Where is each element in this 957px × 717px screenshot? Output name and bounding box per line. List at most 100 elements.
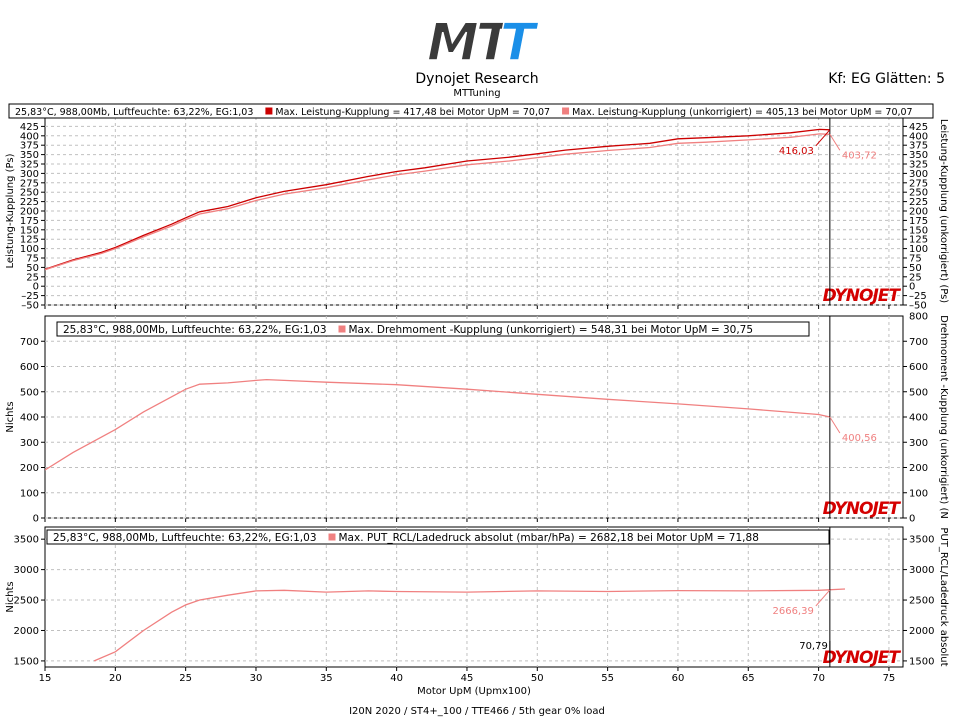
legend-entry: 25,83°C, 988,00Mb, Luftfeuchte: 63,22%, … bbox=[63, 324, 327, 336]
y-tick-label: 25 bbox=[26, 272, 39, 283]
y-tick-label: –25 bbox=[21, 291, 39, 302]
y-tick-label: 375 bbox=[20, 141, 39, 152]
x-tick-label: 20 bbox=[109, 673, 122, 684]
y-tick-label-right: 100 bbox=[909, 488, 928, 499]
y-tick-label-right: 125 bbox=[909, 235, 928, 246]
value-annotation: 416,03 bbox=[779, 146, 814, 157]
y-tick-label-right: 150 bbox=[909, 225, 928, 236]
series-line bbox=[93, 588, 846, 662]
y-tick-label: 500 bbox=[20, 387, 39, 398]
y-tick-label-right: 175 bbox=[909, 216, 928, 227]
y-tick-label-right: 300 bbox=[909, 438, 928, 449]
y-tick-label-right: –25 bbox=[909, 291, 927, 302]
y-tick-label-right: 3000 bbox=[909, 565, 934, 576]
y-tick-label: 275 bbox=[20, 178, 39, 189]
y-tick-label: 50 bbox=[26, 263, 39, 274]
y-tick-label-right: 0 bbox=[909, 282, 915, 293]
x-tick-label: 15 bbox=[39, 673, 52, 684]
legend-box bbox=[56, 321, 810, 337]
series-line bbox=[45, 133, 830, 271]
legend: 25,83°C, 988,00Mb, Luftfeuchte: 63,22%, … bbox=[46, 529, 830, 545]
y-tick-label-right: 375 bbox=[909, 141, 928, 152]
x-tick-label: 50 bbox=[531, 673, 544, 684]
legend-entry: Max. Leistung-Kupplung = 417,48 bei Moto… bbox=[275, 107, 550, 118]
y-tick-label-right: 2000 bbox=[909, 626, 934, 637]
y-axis-label: Nichts bbox=[5, 401, 16, 432]
value-annotation: 400,56 bbox=[842, 433, 877, 444]
x-tick-label: 60 bbox=[672, 673, 685, 684]
smoothing-label: Kf: EG Glätten: 5 bbox=[828, 71, 945, 87]
y-tick-label: 100 bbox=[20, 488, 39, 499]
x-axis-label: Motor UpM (Upmx100) bbox=[417, 686, 531, 697]
annotation-leader bbox=[829, 134, 841, 151]
y-tick-label: 125 bbox=[20, 235, 39, 246]
y-tick-label: 75 bbox=[26, 254, 39, 265]
y-tick-label: –50 bbox=[21, 301, 39, 312]
y-tick-label-right: 0 bbox=[909, 514, 915, 525]
y-tick-label-right: 100 bbox=[909, 244, 928, 255]
legend-entry: Max. Leistung-Kupplung (unkorrigiert) = … bbox=[572, 107, 913, 118]
panel-power: –50–250255075100125150175200225250275300… bbox=[5, 103, 949, 312]
y-tick-label: 3000 bbox=[14, 565, 39, 576]
y-tick-label-right: 500 bbox=[909, 387, 928, 398]
y-tick-label: 3500 bbox=[14, 535, 39, 546]
x-tick-label: 45 bbox=[461, 673, 474, 684]
y-tick-label-right: –50 bbox=[909, 301, 927, 312]
y-tick-label-right: 75 bbox=[909, 254, 922, 265]
mtt-logo: MT T bbox=[426, 12, 540, 74]
legend-swatch bbox=[338, 325, 346, 333]
legend-entry: 25,83°C, 988,00Mb, Luftfeuchte: 63,22%, … bbox=[15, 107, 253, 118]
x-tick-label: 55 bbox=[601, 673, 614, 684]
y-tick-label: 225 bbox=[20, 197, 39, 208]
logo-text-t: T bbox=[500, 13, 539, 73]
report-subtitle: MTTuning bbox=[453, 88, 500, 99]
y-tick-label: 0 bbox=[33, 282, 39, 293]
y-axis-label-right: Drehmoment -Kupplung (unkorrigiert) (N bbox=[938, 315, 949, 519]
y-tick-label-right: 300 bbox=[909, 169, 928, 180]
value-annotation: 70,79 bbox=[799, 641, 828, 652]
y-axis-label-right: Leistung-Kupplung (unkorrigiert) (Ps) bbox=[938, 119, 949, 303]
y-tick-label: 200 bbox=[20, 463, 39, 474]
legend-swatch bbox=[562, 107, 570, 115]
y-tick-label: 400 bbox=[20, 131, 39, 142]
legend-entry: 25,83°C, 988,00Mb, Luftfeuchte: 63,22%, … bbox=[53, 532, 317, 544]
annotation-leader bbox=[829, 416, 841, 434]
y-tick-label: 175 bbox=[20, 216, 39, 227]
y-tick-label: 400 bbox=[20, 413, 39, 424]
y-tick-label-right: 700 bbox=[909, 337, 928, 348]
y-tick-label: 700 bbox=[20, 337, 39, 348]
y-tick-label-right: 3500 bbox=[909, 535, 934, 546]
y-tick-label-right: 600 bbox=[909, 362, 928, 373]
y-tick-label: 200 bbox=[20, 207, 39, 218]
value-annotation: 403,72 bbox=[842, 150, 877, 161]
panel-torque: 0 100 200 300 400 500 600 700 0 100 200 300 400 500 60… bbox=[5, 312, 949, 525]
report-title: Dynojet Research bbox=[415, 71, 538, 87]
x-tick-label: 30 bbox=[250, 673, 263, 684]
x-tick-label: 25 bbox=[179, 673, 192, 684]
y-tick-label-right: 50 bbox=[909, 263, 922, 274]
plot-frame bbox=[44, 526, 904, 668]
x-tick-label: 35 bbox=[320, 673, 333, 684]
y-axis-label: Leistung-Kupplung (Ps) bbox=[5, 153, 16, 268]
legend: 25,83°C, 988,00Mb, Luftfeuchte: 63,22%, … bbox=[8, 103, 934, 119]
y-tick-label: 150 bbox=[20, 225, 39, 236]
logo-text-mt: MT bbox=[427, 13, 515, 73]
y-tick-label: 100 bbox=[20, 244, 39, 255]
y-axis-label-right: PUT_RCL/Ladedruck absolut bbox=[938, 527, 949, 666]
y-tick-label: 1500 bbox=[14, 656, 39, 667]
legend-entry: Max. Drehmoment -Kupplung (unkorrigiert)… bbox=[349, 324, 754, 336]
legend-swatch bbox=[265, 107, 273, 115]
y-tick-label: 300 bbox=[20, 438, 39, 449]
value-annotation: 2666,39 bbox=[772, 606, 813, 617]
y-tick-label: 425 bbox=[20, 122, 39, 133]
y-tick-label-right: 400 bbox=[909, 413, 928, 424]
y-tick-label-right: 2500 bbox=[909, 596, 934, 607]
legend: 25,83°C, 988,00Mb, Luftfeuchte: 63,22%, … bbox=[56, 321, 810, 337]
y-tick-label: 2500 bbox=[14, 596, 39, 607]
y-tick-label: 600 bbox=[20, 362, 39, 373]
x-tick-label: 75 bbox=[883, 673, 896, 684]
dynojet-watermark: DYNOJET bbox=[823, 499, 902, 519]
series-line bbox=[45, 378, 831, 471]
y-tick-label: 250 bbox=[20, 188, 39, 199]
